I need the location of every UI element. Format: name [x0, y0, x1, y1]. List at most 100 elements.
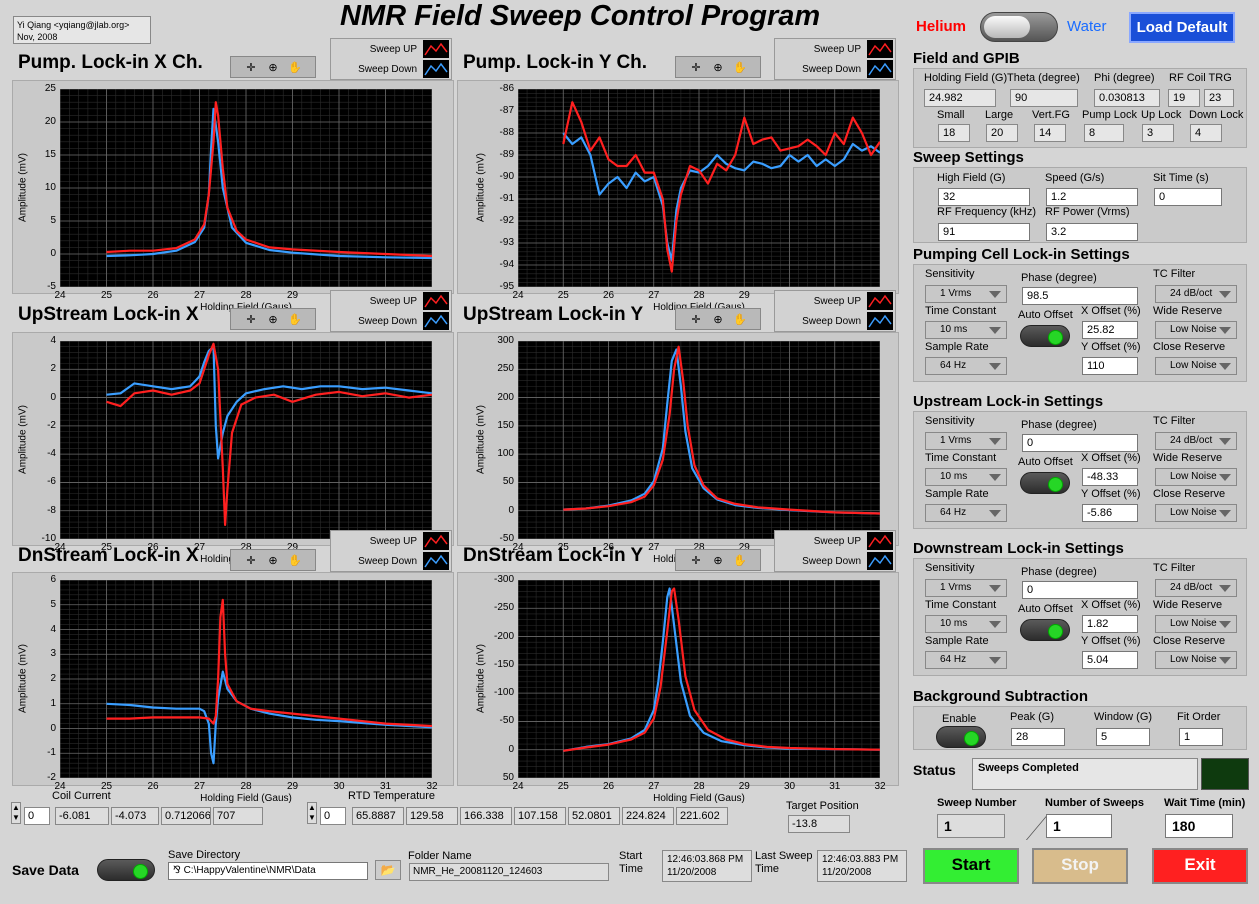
exit-button[interactable]: Exit [1152, 848, 1248, 884]
x-offset-input[interactable]: 25.82 [1082, 321, 1138, 339]
rf-power-input[interactable]: 3.2 [1046, 223, 1138, 241]
high-field-input[interactable]: 32 [938, 188, 1030, 206]
x-tick-label: 27 [193, 290, 206, 301]
rf-frequency-label: RF Frequency (kHz) [937, 206, 1037, 218]
x-tick-label: 28 [240, 542, 252, 553]
cursor-move-icon[interactable]: ✛ [246, 554, 256, 567]
cursor-move-icon[interactable]: ✛ [691, 313, 701, 326]
cursor-move-icon[interactable]: ✛ [246, 61, 256, 74]
sample-rate-select[interactable]: 64 Hz [925, 651, 1007, 669]
auto-offset-label: Auto Offset [1018, 603, 1073, 615]
time-constant-select[interactable]: 10 ms [925, 468, 1007, 486]
window-input[interactable]: 5 [1096, 728, 1150, 746]
rtd-index-spinner[interactable]: ▲ ▼ [307, 802, 317, 824]
y-tick-label: 5 [50, 598, 56, 610]
wide-reserve-label: Wide Reserve [1153, 452, 1223, 464]
stop-button[interactable]: Stop [1032, 848, 1128, 884]
zoom-icon[interactable]: ⊕ [713, 313, 723, 326]
pan-hand-icon[interactable]: ✋ [733, 554, 747, 567]
fit-order-input[interactable]: 1 [1179, 728, 1223, 746]
pan-hand-icon[interactable]: ✋ [733, 313, 747, 326]
wide-reserve-select[interactable]: Low Noise [1155, 615, 1237, 633]
rf-coil-a-value: 19 [1168, 89, 1200, 107]
zoom-icon[interactable]: ⊕ [268, 313, 278, 326]
pump-x-plot[interactable] [60, 89, 432, 287]
peak-input[interactable]: 28 [1011, 728, 1065, 746]
close-reserve-select[interactable]: Low Noise [1155, 651, 1237, 669]
sensitivity-select[interactable]: 1 Vrms [925, 432, 1007, 450]
plot-legend[interactable]: Sweep UP Sweep Down [774, 290, 896, 332]
sit-time-input[interactable]: 0 [1154, 188, 1222, 206]
cursor-move-icon[interactable]: ✛ [691, 554, 701, 567]
y-offset-input[interactable]: 110 [1082, 357, 1138, 375]
pan-hand-icon[interactable]: ✋ [288, 61, 302, 74]
phase-label: Phase (degree) [1021, 419, 1097, 431]
legend-sweep-up-swatch [867, 292, 893, 310]
pan-hand-icon[interactable]: ✋ [733, 61, 747, 74]
phase-input[interactable]: 0 [1022, 434, 1138, 452]
phase-input[interactable]: 98.5 [1022, 287, 1138, 305]
browse-folder-icon[interactable]: 📂 [375, 860, 401, 880]
dn-x-plot[interactable] [60, 580, 432, 778]
y-tick-label: -90 [499, 171, 514, 182]
pump-y-plot[interactable] [518, 89, 880, 287]
plot-legend[interactable]: Sweep UP Sweep Down [330, 290, 452, 332]
wait-time-input[interactable]: 180 [1165, 814, 1233, 838]
tc-filter-select[interactable]: 24 dB/oct [1155, 579, 1237, 597]
sensitivity-select[interactable]: 1 Vrms [925, 285, 1007, 303]
rf-coil-b-value: 23 [1204, 89, 1234, 107]
save-directory-input[interactable]: ⅋ C:\HappyValentine\NMR\Data [168, 862, 368, 880]
up-y-plot[interactable] [518, 341, 880, 539]
x-tick-label: 24 [512, 542, 524, 553]
coil-index-spinner[interactable]: ▲ ▼ [11, 802, 21, 824]
load-default-button[interactable]: Load Default [1129, 12, 1235, 43]
enable-toggle[interactable] [936, 726, 986, 748]
tc-filter-select[interactable]: 24 dB/oct [1155, 432, 1237, 450]
y-tick-label: 0 [508, 504, 514, 516]
y-tick-label: -5 [47, 281, 56, 292]
plot-legend[interactable]: Sweep UP Sweep Down [774, 530, 896, 572]
zoom-icon[interactable]: ⊕ [268, 554, 278, 567]
up-x-plot[interactable] [60, 341, 432, 539]
plot-legend[interactable]: Sweep UP Sweep Down [330, 530, 452, 572]
start-button[interactable]: Start [923, 848, 1019, 884]
y-offset-input[interactable]: 5.04 [1082, 651, 1138, 669]
cursor-move-icon[interactable]: ✛ [691, 61, 701, 74]
pan-hand-icon[interactable]: ✋ [288, 554, 302, 567]
close-reserve-select[interactable]: Low Noise [1155, 357, 1237, 375]
auto-offset-toggle[interactable] [1020, 325, 1070, 347]
phase-input[interactable]: 0 [1022, 581, 1138, 599]
number-of-sweeps-input[interactable]: 1 [1046, 814, 1112, 838]
cursor-move-icon[interactable]: ✛ [246, 313, 256, 326]
coil-index-input[interactable]: 0 [24, 807, 50, 825]
sample-rate-select[interactable]: 64 Hz [925, 357, 1007, 375]
close-reserve-select[interactable]: Low Noise [1155, 504, 1237, 522]
plot-legend[interactable]: Sweep UP Sweep Down [330, 38, 452, 80]
zoom-icon[interactable]: ⊕ [268, 61, 278, 74]
plot-legend[interactable]: Sweep UP Sweep Down [774, 38, 896, 80]
zoom-icon[interactable]: ⊕ [713, 554, 723, 567]
x-offset-input[interactable]: -48.33 [1082, 468, 1138, 486]
sensitivity-select[interactable]: 1 Vrms [925, 579, 1007, 597]
background-title: Background Subtraction [913, 688, 1089, 705]
path-icon: ⅋ [173, 865, 184, 876]
legend-sweep-down-swatch [423, 60, 449, 78]
save-data-toggle[interactable] [97, 859, 155, 881]
y-offset-input[interactable]: -5.86 [1082, 504, 1138, 522]
wide-reserve-select[interactable]: Low Noise [1155, 468, 1237, 486]
wide-reserve-select[interactable]: Low Noise [1155, 321, 1237, 339]
helium-water-switch[interactable] [980, 12, 1058, 42]
dn-y-plot[interactable] [518, 580, 880, 778]
time-constant-select[interactable]: 10 ms [925, 321, 1007, 339]
tc-filter-select[interactable]: 24 dB/oct [1155, 285, 1237, 303]
rtd-index-input[interactable]: 0 [320, 807, 346, 825]
pan-hand-icon[interactable]: ✋ [288, 313, 302, 326]
zoom-icon[interactable]: ⊕ [713, 61, 723, 74]
auto-offset-toggle[interactable] [1020, 619, 1070, 641]
speed-input[interactable]: 1.2 [1046, 188, 1138, 206]
time-constant-select[interactable]: 10 ms [925, 615, 1007, 633]
rf-frequency-input[interactable]: 91 [938, 223, 1030, 241]
x-offset-input[interactable]: 1.82 [1082, 615, 1138, 633]
sample-rate-select[interactable]: 64 Hz [925, 504, 1007, 522]
auto-offset-toggle[interactable] [1020, 472, 1070, 494]
